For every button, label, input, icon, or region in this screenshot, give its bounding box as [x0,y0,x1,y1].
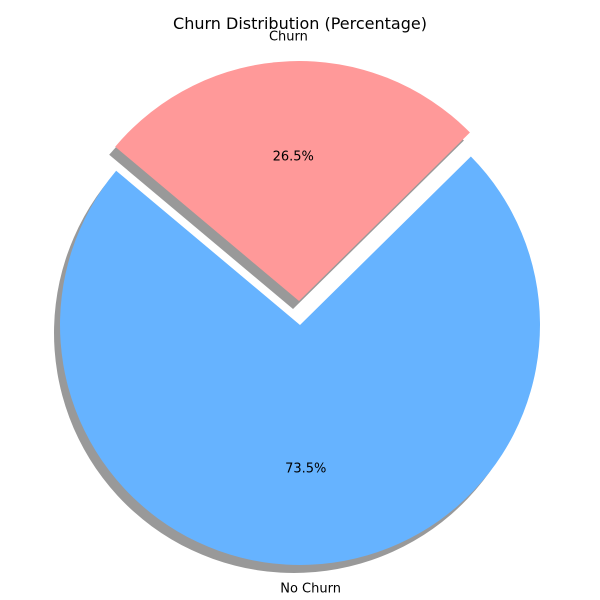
slice-label-no-churn: No Churn [280,581,341,596]
slice-label-churn: Churn [269,30,308,45]
label-layer: No Churn 73.5% Churn 26.5% [269,30,341,597]
slice-layer [60,61,541,565]
pie-slice-churn [115,61,470,302]
pie-slice-no-churn [60,156,541,565]
slice-percentage-no-churn: 73.5% [285,461,326,476]
slice-percentage-churn: 26.5% [273,150,314,165]
chart-title: Churn Distribution (Percentage) [173,14,427,33]
